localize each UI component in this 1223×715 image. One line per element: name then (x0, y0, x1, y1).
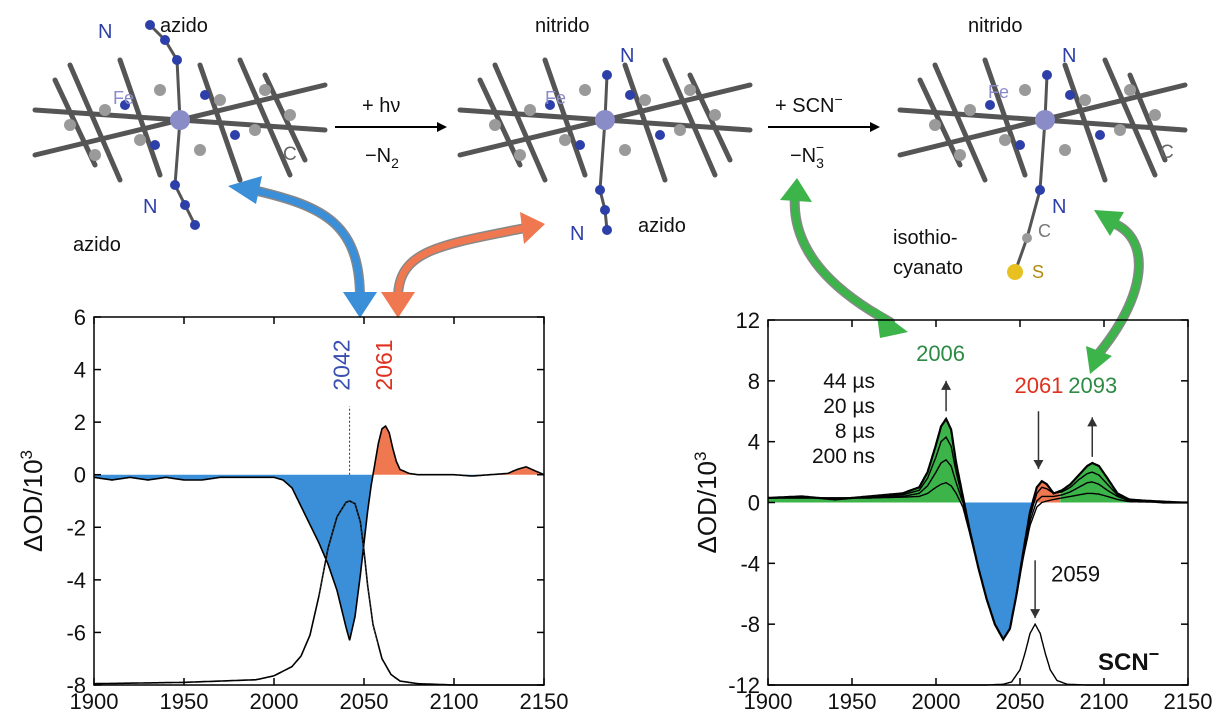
peak-label-2061: 2061 (371, 339, 397, 390)
peak-label-2006: 2006 (916, 341, 965, 366)
atom-label-n: N (1062, 45, 1076, 67)
correlation-arrow-green (1086, 210, 1144, 374)
peak-label-2059: 2059 (1051, 562, 1100, 587)
y-tick-label: 8 (748, 369, 760, 394)
absorption-fill-2061 (1032, 481, 1061, 503)
fe-atom (595, 110, 615, 130)
x-tick-label: 2000 (250, 689, 299, 714)
atom-label-n: N (143, 196, 157, 218)
label-isothiocyanato: cyanato (893, 257, 963, 279)
x-tick-label: 2050 (340, 689, 389, 714)
label-azido: azido (160, 15, 208, 37)
reference-label-scn: SCN− (1098, 644, 1159, 676)
correlation-arrow-blue (228, 176, 377, 318)
peak-arrow-head (1033, 460, 1044, 470)
label-azido: azido (73, 234, 121, 256)
y-axis-label: ΔOD/103 (17, 450, 48, 552)
y-tick-label: 4 (74, 358, 86, 383)
y-tick-label: -2 (66, 515, 86, 540)
correlation-arrow-green (780, 178, 908, 338)
fe-atom (1035, 110, 1055, 130)
x-tick-label: 2150 (1164, 689, 1213, 714)
y-tick-label: -4 (66, 568, 86, 593)
absorption-fill (373, 426, 455, 475)
x-tick-label: 2100 (1080, 689, 1129, 714)
y-tick-label: 2 (74, 410, 86, 435)
y-axis-label: ΔOD/103 (691, 452, 722, 554)
plot-frame (93, 316, 545, 686)
atom-label-fe: Fe (988, 82, 1009, 102)
time-label: 44 µs (823, 370, 875, 393)
bleach-fill (964, 502, 1033, 640)
x-tick-label: 2050 (996, 689, 1045, 714)
peak-arrow-head (941, 380, 952, 390)
molecule-nitrido-isothiocyanato (897, 57, 1188, 280)
sulfur-atom (1007, 264, 1023, 280)
correlation-arrow-orange (381, 212, 545, 318)
reaction-condition: + hν (362, 95, 400, 117)
absorption-fill-green (768, 418, 965, 503)
label-nitrido: nitrido (535, 15, 589, 37)
y-tick-label: -8 (740, 612, 760, 637)
x-tick-label: 2000 (912, 689, 961, 714)
atom-label-c: C (1160, 142, 1174, 163)
molecule-azido-azido (32, 20, 328, 230)
y-tick-label: 0 (74, 463, 86, 488)
reaction-loss: −N3− (790, 139, 824, 171)
x-tick-label: 1950 (828, 689, 877, 714)
peak-arrow-head (1030, 609, 1041, 619)
peak-label-2042: 2042 (329, 339, 355, 390)
y-tick-label: 6 (74, 305, 86, 330)
molecule-nitrido-azido (457, 57, 753, 235)
y-tick-label: -6 (66, 620, 86, 645)
label-nitrido: nitrido (968, 15, 1022, 37)
y-tick-label: 12 (736, 308, 760, 333)
y-tick-label: -8 (66, 673, 86, 698)
x-tick-label: 2150 (520, 689, 569, 714)
atom-label-n: N (620, 45, 634, 67)
bleach-fill (94, 474, 373, 641)
x-tick-label: 2100 (430, 689, 479, 714)
atom-label-n: N (98, 21, 112, 43)
y-tick-label: -4 (740, 551, 760, 576)
label-isothiocyanato: isothio- (893, 227, 957, 249)
atom-label-s: S (1032, 262, 1044, 282)
peak-arrow-head (1087, 417, 1098, 427)
peak-label-2061: 2061 (1014, 373, 1063, 398)
x-tick-label: 1950 (160, 689, 209, 714)
atom-label-c: C (1038, 221, 1051, 241)
atom-label-c: C (283, 144, 297, 165)
x-tick-label: 1900 (70, 689, 119, 714)
difference-spectrum-line (93, 424, 545, 641)
y-tick-label: -12 (728, 673, 760, 698)
time-label: 8 µs (835, 420, 875, 443)
series-line-200ns (768, 481, 1188, 641)
dotted-band-line (318, 500, 379, 646)
time-label: 20 µs (823, 395, 875, 418)
peak-label-2093: 2093 (1068, 373, 1117, 398)
x-tick-label: 1900 (744, 689, 793, 714)
fe-atom (170, 110, 190, 130)
atom-label-n: N (570, 223, 584, 245)
y-tick-label: 4 (748, 430, 760, 455)
reaction-loss: −N2 (365, 145, 399, 171)
atom-label-fe: Fe (113, 88, 134, 108)
atom-label-fe: Fe (545, 88, 566, 108)
atom-label-n: N (1052, 196, 1066, 218)
label-azido: azido (638, 215, 686, 237)
time-label: 200 ns (812, 445, 875, 468)
reaction-condition: + SCN− (775, 91, 843, 117)
y-tick-label: 0 (748, 491, 760, 516)
